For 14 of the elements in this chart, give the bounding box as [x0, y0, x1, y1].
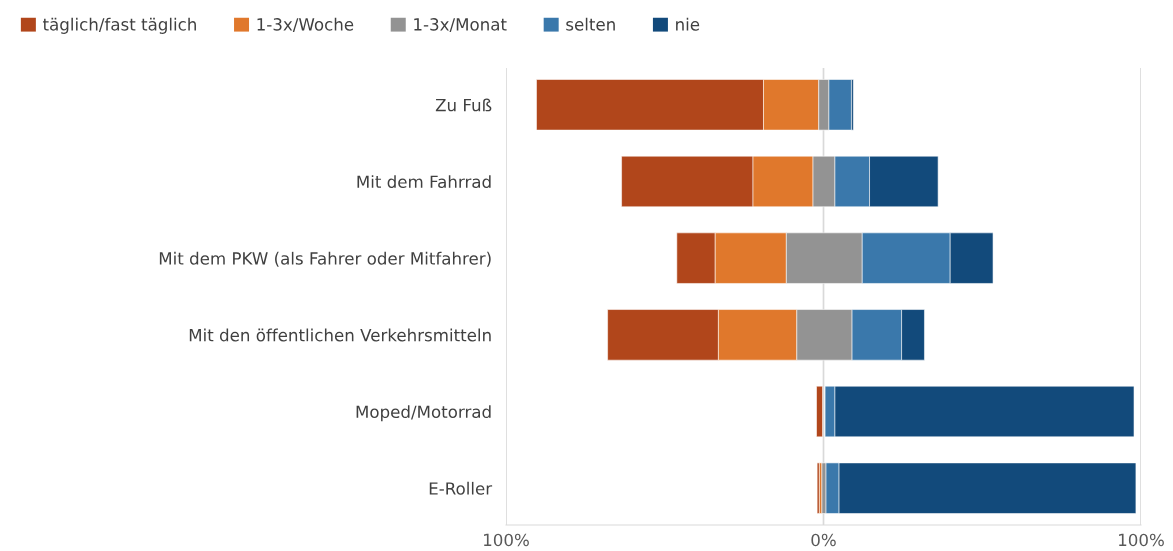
legend-label: nie [676, 17, 700, 31]
y-tick-label: E-Roller [429, 481, 493, 495]
y-tick-label: Mit dem Fahrrad [357, 175, 491, 189]
y-tick-label: Mit dem PKW (als Fahrer oder Mitfahrer) [159, 251, 491, 267]
x-tick-label: 100% [484, 533, 529, 547]
y-tick-label: Zu Fuß [435, 98, 492, 112]
legend-label: selten [566, 17, 615, 31]
legend-label: 1-3x/Monat [414, 18, 507, 32]
y-tick-label: Mit den öffentlichen Verkehrsmitteln [189, 328, 491, 342]
legend-label: 1-3x/Woche [257, 17, 354, 32]
x-tick-label: 100% [1119, 533, 1164, 547]
y-tick-label: Moped/Motorrad [356, 405, 491, 422]
x-tick-label: 0% [811, 533, 836, 547]
legend-label: täglich/fast täglich [42, 17, 196, 34]
